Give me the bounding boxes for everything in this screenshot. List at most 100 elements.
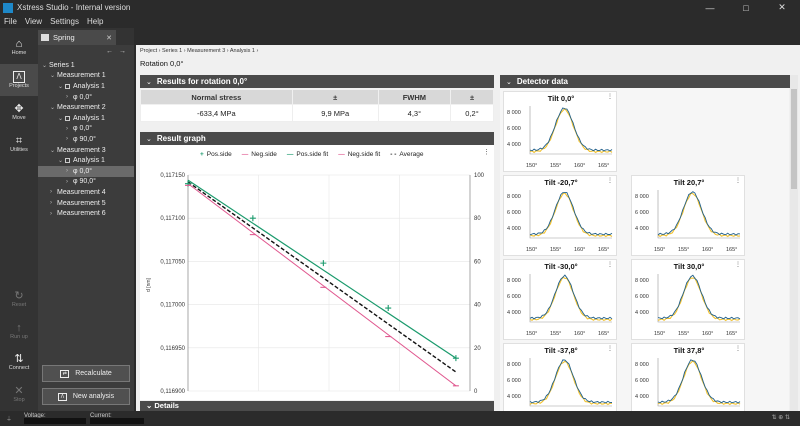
- current-label: Current:: [90, 413, 112, 419]
- tree-node-label: Measurement 6: [57, 210, 106, 218]
- project-panel: Spring ✕ ← → ⌄ Series 1 ⌄ Measurement 1 ⌄ Ana…: [38, 28, 134, 411]
- card-more-icon[interactable]: ⋮: [607, 178, 613, 184]
- detector-card[interactable]: Tilt 0,0° ⋮ 8 000 6 000 4 000 150° 155° 160° 165…: [503, 91, 617, 172]
- menu-view[interactable]: View: [24, 17, 43, 26]
- recalculate-button[interactable]: ⇄ Recalculate: [42, 365, 130, 382]
- chevron-down-icon[interactable]: ⌄: [58, 158, 64, 165]
- analysis-icon: [65, 158, 70, 164]
- card-more-icon[interactable]: ⋮: [735, 178, 741, 184]
- graph-section-header[interactable]: ⌄ Result graph: [140, 132, 494, 145]
- app-logo-icon: [3, 2, 13, 13]
- chevron-right-icon[interactable]: ›: [50, 200, 52, 207]
- connect-icon: ⇅: [14, 353, 24, 365]
- detector-card[interactable]: Tilt 30,0° ⋮ 8 000 6 000 4 000 150° 155° 160° 16…: [631, 259, 745, 340]
- tab-spring[interactable]: Spring ✕: [38, 30, 116, 45]
- detector-section-header[interactable]: ⌄ Detector data: [500, 75, 790, 88]
- detector-y-tick: 8 000: [507, 110, 521, 116]
- chevron-right-icon[interactable]: ›: [66, 136, 68, 143]
- chevron-right-icon[interactable]: ›: [66, 94, 68, 101]
- left-navigation: ⌂ Home Λ Projects ✥ Move ⌗ Utilities ↻ R…: [0, 28, 38, 411]
- menu-help[interactable]: Help: [87, 17, 104, 26]
- detector-peak-plot: [529, 274, 613, 323]
- chevron-right-icon[interactable]: ›: [66, 125, 68, 132]
- card-more-icon[interactable]: ⋮: [607, 346, 613, 352]
- detector-card[interactable]: Tilt -20,7° ⋮ 8 000 6 000 4 000 150° 155° 160° 1…: [503, 175, 617, 256]
- nav-connect[interactable]: ⇅ Connect: [0, 346, 38, 378]
- detector-scrollbar[interactable]: [790, 75, 798, 411]
- breadcrumb[interactable]: Project › Series 1 › Measurement 3 › Ana…: [140, 48, 259, 54]
- menu-file[interactable]: File: [4, 17, 17, 26]
- legend-item: — Neg.side fit: [338, 151, 380, 158]
- chevron-down-icon[interactable]: ⌄: [58, 83, 64, 90]
- legend-marker: —: [338, 151, 345, 158]
- close-window-button[interactable]: ✕: [778, 2, 786, 12]
- detector-x-tick: 155°: [550, 247, 562, 253]
- chevron-right-icon[interactable]: ›: [66, 168, 68, 175]
- minimize-button[interactable]: —: [705, 2, 715, 13]
- tree-node[interactable]: ⌄ Measurement 2: [38, 102, 134, 113]
- close-tab-icon[interactable]: ✕: [106, 34, 112, 42]
- project-tab-bar: Spring ✕: [38, 28, 134, 45]
- detector-peak-data: [657, 359, 741, 404]
- nav-run-up[interactable]: ↑ Run up: [0, 315, 38, 347]
- card-more-icon[interactable]: ⋮: [607, 262, 613, 268]
- chevron-down-icon[interactable]: ⌄: [58, 115, 64, 122]
- card-more-icon[interactable]: ⋮: [607, 94, 613, 100]
- tree-node-label: Analysis 1: [73, 82, 105, 90]
- tree-node[interactable]: ⌄ Analysis 1: [38, 155, 134, 166]
- tree-node[interactable]: › φ 0,0°: [38, 165, 134, 177]
- chevron-down-icon[interactable]: ⌄: [50, 105, 56, 112]
- menu-settings[interactable]: Settings: [50, 17, 79, 26]
- nav-home[interactable]: ⌂ Home: [0, 31, 38, 63]
- card-more-icon[interactable]: ⋮: [735, 346, 741, 352]
- chevron-down-icon[interactable]: ⌄: [42, 62, 48, 69]
- results-section-header[interactable]: ⌄ Results for rotation 0,0°: [140, 75, 494, 88]
- chevron-down-icon[interactable]: ⌄: [50, 73, 56, 80]
- chevron-down-icon[interactable]: ⌄: [50, 147, 56, 154]
- scrollbar-thumb[interactable]: [791, 89, 797, 189]
- chevron-right-icon[interactable]: ›: [66, 178, 68, 185]
- forward-arrow-icon[interactable]: →: [119, 48, 126, 55]
- nav-move[interactable]: ✥ Move: [0, 96, 38, 128]
- nav-projects[interactable]: Λ Projects: [0, 64, 38, 96]
- tree-node[interactable]: › φ 0,0°: [38, 92, 134, 103]
- details-section-header[interactable]: ⌄ Details: [140, 401, 494, 411]
- detector-peak-plot: [529, 358, 613, 407]
- card-more-icon[interactable]: ⋮: [735, 262, 741, 268]
- detector-axes: [529, 358, 612, 407]
- legend-item: - - Average: [390, 151, 423, 158]
- detector-x-tick: 160°: [702, 247, 714, 253]
- chevron-right-icon[interactable]: ›: [50, 189, 52, 196]
- more-icon[interactable]: ⋮: [483, 149, 490, 156]
- tree-node[interactable]: › φ 90,0°: [38, 134, 134, 145]
- detector-y-tick: 6 000: [635, 210, 649, 216]
- tree-node[interactable]: ⌄ Analysis 1: [38, 81, 134, 92]
- detector-peak-fit: [657, 277, 741, 322]
- nav-utilities[interactable]: ⌗ Utilities: [0, 128, 38, 160]
- nav-stop[interactable]: ✕ Stop: [0, 378, 38, 410]
- analysis-icon: [65, 115, 70, 121]
- detector-card[interactable]: Tilt 20,7° ⋮ 8 000 6 000 4 000 150° 155° 160° 16…: [631, 175, 745, 256]
- detector-card[interactable]: Tilt -30,0° ⋮ 8 000 6 000 4 000 150° 155° 160° 1…: [503, 259, 617, 340]
- tree-node[interactable]: ⌄ Measurement 1: [38, 71, 134, 82]
- y-tick-label: 0,116950: [160, 346, 185, 352]
- tree-node[interactable]: ⌄ Measurement 3: [38, 145, 134, 156]
- chevron-right-icon[interactable]: ›: [50, 210, 52, 217]
- tree-node[interactable]: › φ 90,0°: [38, 177, 134, 188]
- details-chevron-icon: ⌄: [146, 401, 155, 410]
- project-tree: ⌄ Series 1 ⌄ Measurement 1 ⌄ Analysis 1 › φ 0,0…: [38, 58, 134, 219]
- new-analysis-button[interactable]: Λ New analysis: [42, 388, 130, 405]
- detector-y-tick: 4 000: [635, 394, 649, 400]
- tree-node[interactable]: ⌄ Series 1: [38, 60, 134, 71]
- tree-node[interactable]: ⌄ Analysis 1: [38, 113, 134, 124]
- maximize-button[interactable]: □: [743, 2, 749, 13]
- tree-node[interactable]: › Measurement 5: [38, 198, 134, 209]
- tree-node[interactable]: › φ 0,0°: [38, 124, 134, 135]
- nav-reset[interactable]: ↻ Reset: [0, 283, 38, 315]
- data-point-pos: [452, 355, 459, 362]
- tree-node[interactable]: › Measurement 6: [38, 208, 134, 219]
- detector-peak-plot: [657, 358, 741, 407]
- back-arrow-icon[interactable]: ←: [106, 48, 113, 55]
- tree-node[interactable]: › Measurement 4: [38, 187, 134, 198]
